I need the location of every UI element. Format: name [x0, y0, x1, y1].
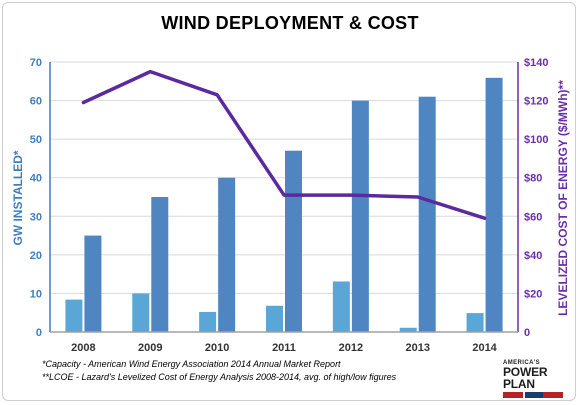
bar-series-1 — [466, 313, 484, 332]
chart-title: WIND DEPLOYMENT & COST — [161, 13, 419, 33]
logo-main-text: POWER PLAN — [503, 365, 548, 391]
y-tick-label-left: 60 — [30, 96, 42, 108]
y-axis-left-title: GW INSTALLED* — [11, 150, 25, 246]
y-tick-label-left: 40 — [30, 173, 42, 185]
y-tick-label-left: 0 — [36, 327, 42, 339]
line-series-lcoe — [81, 69, 487, 220]
x-tick-label: 2009 — [138, 342, 162, 354]
bar-series-2 — [485, 77, 503, 332]
y-tick-label-right: 0 — [524, 327, 530, 339]
x-tick-label: 2008 — [71, 342, 95, 354]
y-tick-label-left: 20 — [30, 250, 42, 262]
y-tick-label-right: $100 — [524, 134, 548, 146]
y-tick-label-left: 30 — [30, 211, 42, 223]
bar-series-1 — [132, 293, 150, 332]
bar-series-1 — [399, 327, 417, 332]
footnotes: *Capacity - American Wind Energy Associa… — [42, 358, 396, 384]
x-tick-label: 2012 — [339, 342, 363, 354]
y-tick-label-left: 10 — [30, 288, 42, 300]
logo-top-text: AMERICA'S — [503, 360, 541, 366]
bar-series-2 — [218, 177, 236, 332]
bar-series-1 — [266, 305, 283, 332]
y-tick-label-right: $20 — [524, 288, 542, 300]
bar-series-2 — [84, 235, 102, 332]
bar-series-1 — [65, 299, 83, 332]
bar-series-2 — [351, 100, 369, 332]
y-tick-label-left: 50 — [30, 134, 42, 146]
footnote-capacity: *Capacity - American Wind Energy Associa… — [42, 359, 341, 369]
bar-series-1 — [199, 311, 217, 332]
bar-series-2 — [285, 150, 302, 332]
y-tick-label-right: $40 — [524, 250, 542, 262]
logo-flag-stripes — [503, 392, 563, 398]
y-tick-label-left: 70 — [30, 57, 42, 69]
y-tick-label-right: $120 — [524, 96, 548, 108]
bar-series-2 — [151, 197, 169, 332]
x-tick-label: 2010 — [205, 342, 229, 354]
bar-series-2 — [418, 96, 436, 332]
x-tick-label: 2011 — [272, 342, 296, 354]
y-tick-label-right: $140 — [524, 57, 548, 69]
y-axis-right-title: LEVELIZED COST OF ENERGY ($/MWh)** — [556, 80, 570, 316]
bar-series-1 — [332, 281, 350, 332]
x-tick-label: 2014 — [472, 342, 497, 354]
footnote-lcoe: **LCOE - Lazard's Levelized Cost of Ener… — [42, 372, 397, 382]
americas-power-plan-logo: AMERICA'S POWER PLAN — [503, 360, 569, 398]
y-tick-label-right: $80 — [524, 173, 542, 185]
x-tick-label: 2013 — [405, 342, 429, 354]
y-tick-label-right: $60 — [524, 211, 542, 223]
